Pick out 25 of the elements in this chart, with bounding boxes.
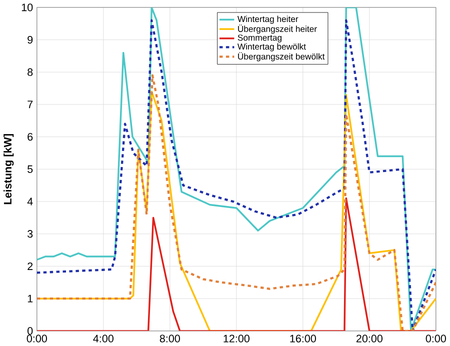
legend-label: Übergangszeit bewölkt [238,52,325,62]
legend-label: Wintertag bewölkt [237,43,306,52]
y-tick-label: 3 [28,230,33,238]
legend-label: Sommertag [238,34,282,42]
y-tick-label: 10 [22,4,33,12]
y-tick-label: 5 [28,165,33,173]
y-tick-label: 0 [28,327,33,335]
y-tick-label: 1 [28,294,33,302]
y-tick-label: 6 [28,133,33,141]
x-tick-label: 0:00 [26,334,47,342]
y-tick-label: 9 [28,36,33,44]
y-tick-label: 2 [28,262,33,270]
y-axis-title: Leistung [kW] [4,134,14,204]
legend-label: Übergangszeit heiter [238,24,317,34]
y-tick-label: 7 [28,100,33,108]
y-tick-label: 4 [27,198,33,206]
x-tick-label: 0:00 [426,334,446,342]
y-tick-label: 8 [28,68,33,76]
x-tick-label: 8:00 [160,334,180,342]
x-tick-label: 16:00 [290,334,316,342]
x-tick-label: 20:00 [356,334,382,342]
legend-label: Wintertag heiter [237,16,298,24]
x-tick-label: 12:00 [224,334,250,342]
x-tick-label: 4:00 [93,334,114,342]
line-series [36,197,436,331]
